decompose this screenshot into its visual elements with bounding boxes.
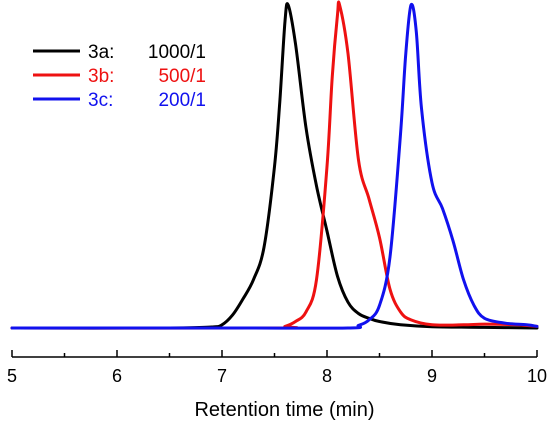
x-tick-label: 7 [217, 366, 227, 386]
legend-series-name-1: 3a: [88, 42, 114, 63]
series-line-2 [10, 0, 539, 330]
legend-series-name-2: 3b: [88, 66, 114, 87]
series-line-1 [10, 2, 539, 330]
x-axis: 5 6 7 8 9 10 [7, 350, 547, 386]
legend-series-name-3: 3c: [88, 90, 113, 111]
x-tick-label: 6 [112, 366, 122, 386]
legend-series-ratio-3: 200/1 [158, 90, 206, 111]
x-tick-label: 5 [7, 366, 17, 386]
x-tick-label: 9 [427, 366, 437, 386]
x-tick-label: 10 [527, 366, 547, 386]
legend: 3a: 1000/1 3b: 500/1 3c: 200/1 [33, 42, 206, 111]
plot-area [10, 0, 539, 330]
series-line-3 [10, 2, 539, 330]
legend-series-ratio-1: 1000/1 [148, 42, 206, 63]
legend-series-ratio-2: 500/1 [158, 66, 206, 87]
x-tick-label: 8 [322, 366, 332, 386]
x-axis-title: Retention time (min) [194, 399, 374, 421]
